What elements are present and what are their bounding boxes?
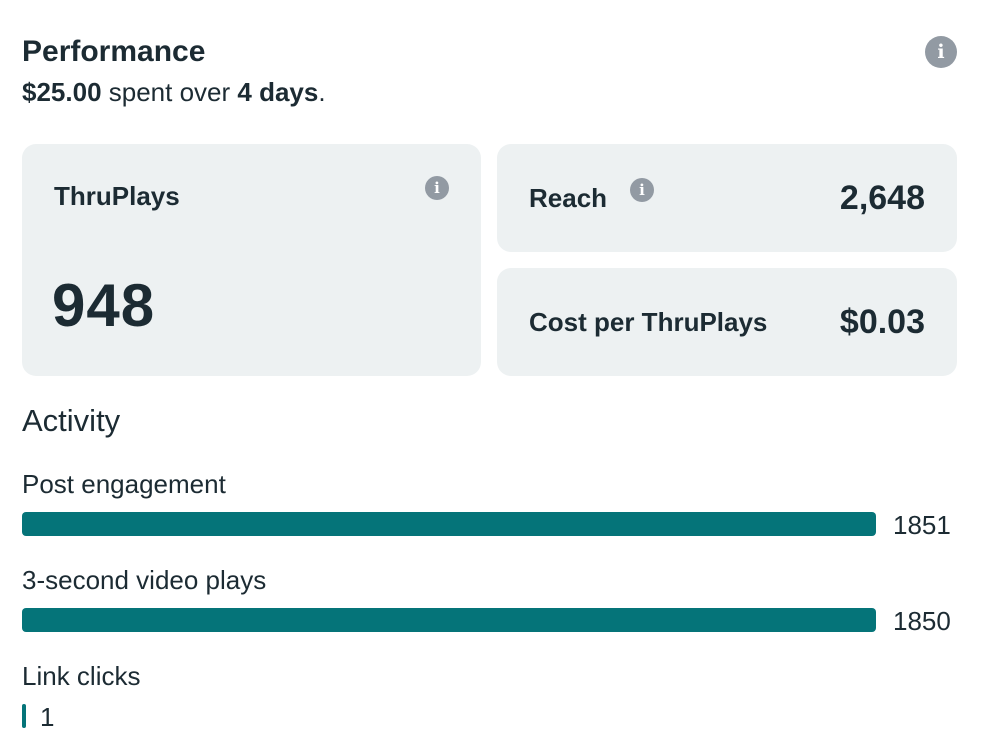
- activity-title: Activity: [22, 403, 121, 438]
- activity-row-label: Post engagement: [22, 469, 226, 499]
- activity-row-label: 3-second video plays: [22, 565, 267, 595]
- video-plays-bar: [22, 608, 876, 632]
- spend-summary: $25.00 spent over 4 days.: [22, 76, 326, 108]
- post-engagement-value: 1851: [893, 510, 951, 540]
- reach-card: Reach i 2,648: [497, 144, 957, 252]
- activity-row-label: Link clicks: [22, 661, 141, 691]
- activity-bar-track: [22, 608, 876, 632]
- reach-value: 2,648: [839, 179, 925, 217]
- cost-per-thruplays-label: Cost per ThruPlays: [529, 307, 768, 337]
- reach-label: Reach: [529, 183, 608, 213]
- activity-bar-track: [22, 512, 876, 536]
- duration: 4 days: [237, 77, 319, 107]
- thruplays-value: 948: [52, 272, 156, 339]
- info-icon[interactable]: i: [425, 176, 449, 200]
- post-engagement-bar: [22, 512, 876, 536]
- link-clicks-bar: [22, 704, 26, 728]
- thruplays-card: ThruPlays i 948: [22, 144, 481, 376]
- cost-per-thruplays-value: $0.03: [839, 303, 925, 341]
- spent-amount: $25.00: [22, 77, 102, 107]
- period: .: [318, 77, 326, 107]
- info-icon[interactable]: i: [630, 178, 654, 202]
- video-plays-value: 1850: [893, 606, 951, 636]
- info-icon[interactable]: i: [925, 36, 957, 68]
- cost-per-thruplays-card: Cost per ThruPlays $0.03: [497, 268, 957, 376]
- thruplays-label: ThruPlays: [54, 181, 180, 211]
- activity-bar-track: [22, 704, 876, 728]
- link-clicks-value: 1: [40, 702, 55, 732]
- performance-title: Performance: [22, 35, 206, 68]
- spent-text: spent over: [101, 77, 238, 107]
